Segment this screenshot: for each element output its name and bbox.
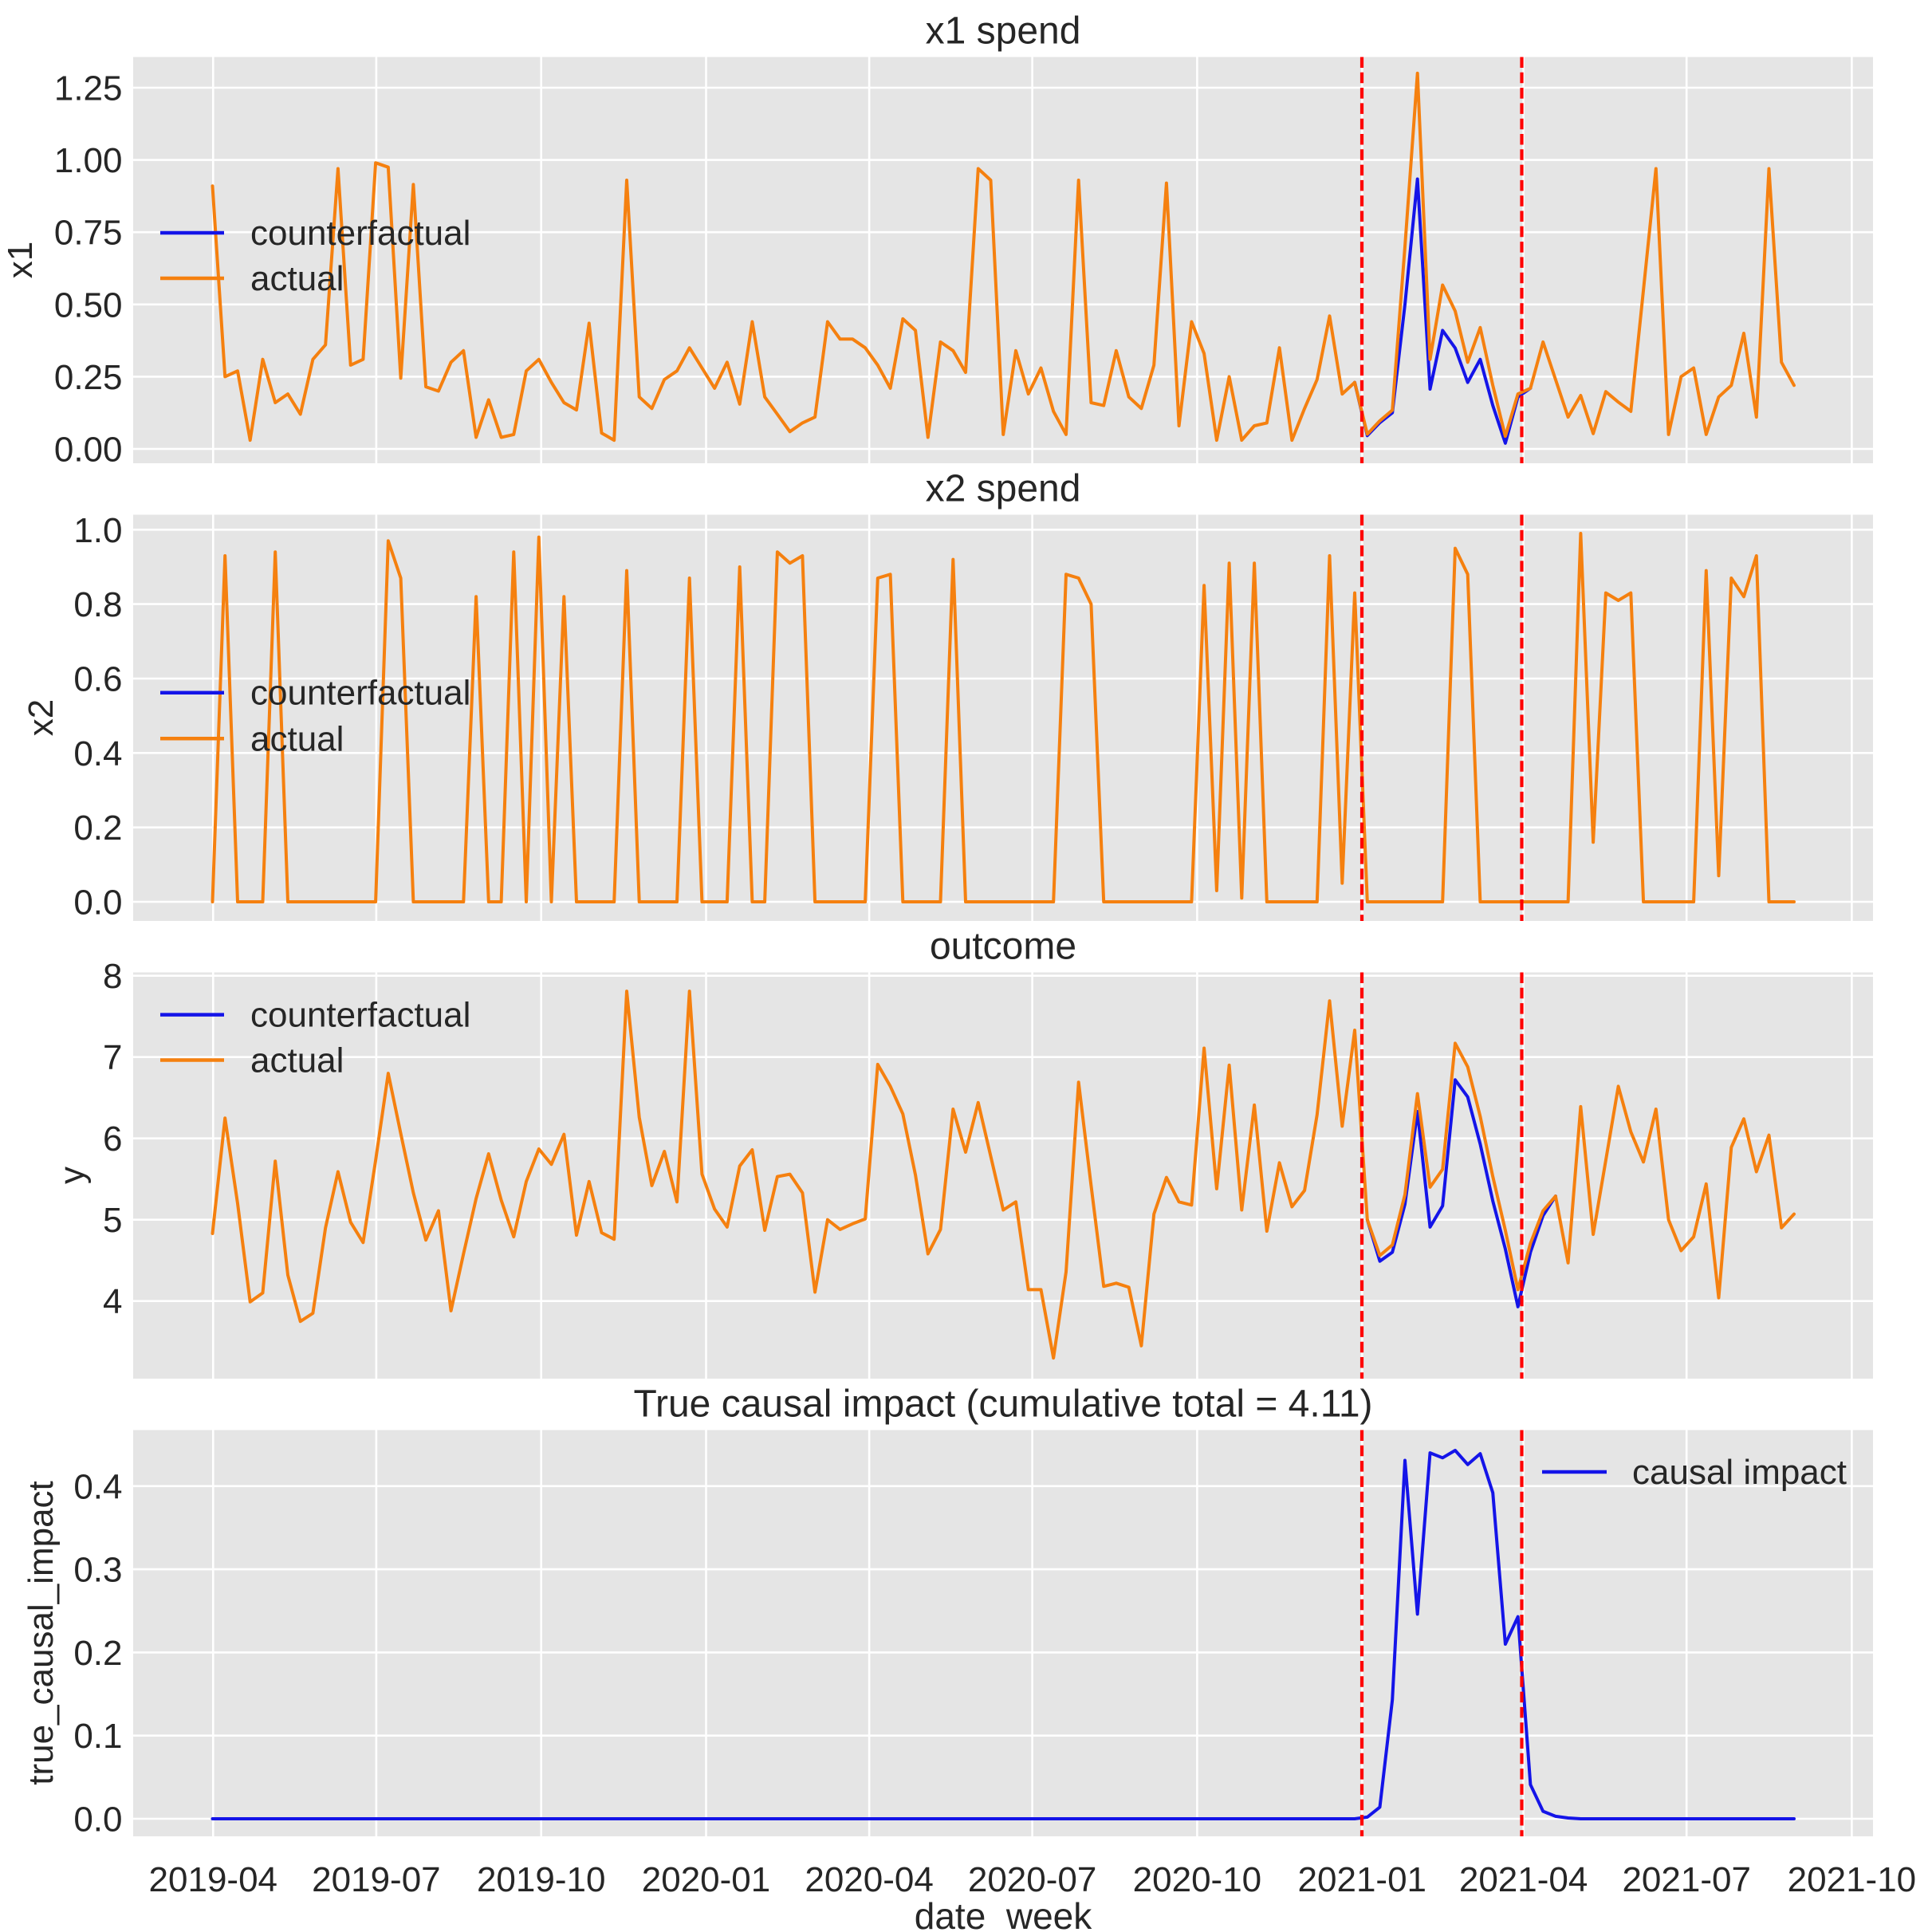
svg-text:counterfactual: counterfactual [250, 996, 470, 1035]
svg-text:0.6: 0.6 [73, 659, 122, 698]
svg-text:0.8: 0.8 [73, 585, 122, 624]
svg-text:0.4: 0.4 [73, 734, 122, 773]
svg-text:0.50: 0.50 [54, 285, 123, 325]
svg-text:5: 5 [103, 1201, 122, 1240]
svg-text:0.1: 0.1 [73, 1717, 122, 1756]
svg-text:0.2: 0.2 [73, 809, 122, 848]
svg-text:x1: x1 [1, 242, 40, 278]
svg-text:outcome: outcome [930, 926, 1076, 968]
svg-text:actual: actual [250, 1041, 344, 1080]
svg-text:0.0: 0.0 [73, 1800, 122, 1840]
svg-text:0.00: 0.00 [54, 431, 123, 470]
svg-text:0.25: 0.25 [54, 358, 123, 397]
svg-text:1.00: 1.00 [54, 141, 123, 180]
svg-text:0.75: 0.75 [54, 214, 123, 253]
svg-text:4: 4 [103, 1282, 122, 1321]
svg-text:6: 6 [103, 1119, 122, 1159]
svg-text:0.4: 0.4 [73, 1467, 122, 1506]
svg-text:causal impact: causal impact [1632, 1453, 1847, 1492]
svg-text:2019-04: 2019-04 [149, 1860, 277, 1899]
svg-text:True causal impact (cumulative: True causal impact (cumulative total = 4… [633, 1383, 1372, 1426]
svg-text:7: 7 [103, 1038, 122, 1077]
svg-text:actual: actual [250, 259, 344, 298]
svg-text:date_week: date_week [915, 1895, 1092, 1932]
svg-text:2021-01: 2021-01 [1298, 1860, 1426, 1899]
svg-text:0.3: 0.3 [73, 1551, 122, 1590]
svg-text:actual: actual [250, 719, 344, 758]
svg-text:2021-07: 2021-07 [1622, 1860, 1750, 1899]
svg-text:1.0: 1.0 [73, 511, 122, 550]
svg-text:counterfactual: counterfactual [250, 214, 470, 253]
svg-text:2021-10: 2021-10 [1788, 1860, 1916, 1899]
svg-text:2019-07: 2019-07 [312, 1860, 440, 1899]
svg-text:2019-10: 2019-10 [477, 1860, 605, 1899]
svg-text:y: y [53, 1167, 92, 1184]
svg-text:0.2: 0.2 [73, 1634, 122, 1673]
svg-text:2020-01: 2020-01 [642, 1860, 770, 1899]
svg-text:0.0: 0.0 [73, 883, 122, 923]
svg-text:x2: x2 [22, 699, 61, 736]
svg-text:2020-07: 2020-07 [968, 1860, 1096, 1899]
svg-text:8: 8 [103, 957, 122, 996]
svg-text:counterfactual: counterfactual [250, 674, 470, 713]
svg-text:2020-10: 2020-10 [1133, 1860, 1261, 1899]
svg-text:2021-04: 2021-04 [1459, 1860, 1588, 1899]
svg-text:2020-04: 2020-04 [805, 1860, 933, 1899]
svg-text:true_causal_impact: true_causal_impact [22, 1481, 61, 1785]
svg-text:1.25: 1.25 [54, 69, 123, 108]
svg-text:x1 spend: x1 spend [926, 10, 1081, 53]
svg-text:x2 spend: x2 spend [926, 468, 1081, 510]
